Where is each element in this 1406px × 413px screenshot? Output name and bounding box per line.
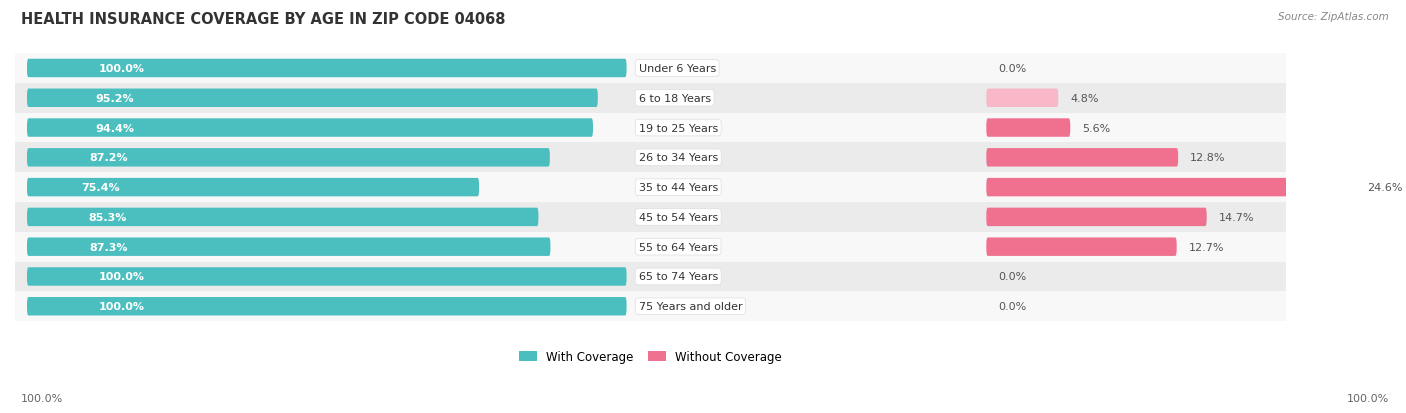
- Text: 24.6%: 24.6%: [1367, 183, 1403, 192]
- FancyBboxPatch shape: [27, 119, 593, 138]
- Text: 26 to 34 Years: 26 to 34 Years: [638, 153, 718, 163]
- Text: 6 to 18 Years: 6 to 18 Years: [638, 93, 710, 104]
- Text: 100.0%: 100.0%: [98, 301, 145, 311]
- Text: 14.7%: 14.7%: [1219, 212, 1254, 222]
- FancyBboxPatch shape: [27, 89, 598, 108]
- FancyBboxPatch shape: [987, 119, 1070, 138]
- Text: 87.2%: 87.2%: [90, 153, 128, 163]
- FancyBboxPatch shape: [987, 178, 1355, 197]
- FancyBboxPatch shape: [987, 208, 1206, 227]
- Text: 87.3%: 87.3%: [90, 242, 128, 252]
- Text: 95.2%: 95.2%: [96, 93, 134, 104]
- Text: 12.7%: 12.7%: [1188, 242, 1225, 252]
- Text: Under 6 Years: Under 6 Years: [638, 64, 716, 74]
- FancyBboxPatch shape: [27, 238, 550, 256]
- FancyBboxPatch shape: [987, 238, 1177, 256]
- Text: 5.6%: 5.6%: [1083, 123, 1111, 133]
- FancyBboxPatch shape: [27, 268, 627, 286]
- Legend: With Coverage, Without Coverage: With Coverage, Without Coverage: [519, 350, 782, 363]
- Text: 100.0%: 100.0%: [98, 272, 145, 282]
- Text: 0.0%: 0.0%: [998, 301, 1026, 311]
- Text: 100.0%: 100.0%: [98, 64, 145, 74]
- Text: Source: ZipAtlas.com: Source: ZipAtlas.com: [1278, 12, 1389, 22]
- FancyBboxPatch shape: [27, 297, 627, 316]
- Text: 0.0%: 0.0%: [998, 272, 1026, 282]
- Text: 35 to 44 Years: 35 to 44 Years: [638, 183, 718, 192]
- Text: 100.0%: 100.0%: [21, 393, 63, 403]
- FancyBboxPatch shape: [27, 149, 550, 167]
- Text: 55 to 64 Years: 55 to 64 Years: [638, 242, 717, 252]
- Text: 94.4%: 94.4%: [96, 123, 134, 133]
- Bar: [15, 114, 1286, 143]
- FancyBboxPatch shape: [27, 178, 479, 197]
- Bar: [15, 202, 1286, 232]
- Bar: [15, 292, 1286, 321]
- Text: 19 to 25 Years: 19 to 25 Years: [638, 123, 718, 133]
- Bar: [15, 173, 1286, 202]
- Text: HEALTH INSURANCE COVERAGE BY AGE IN ZIP CODE 04068: HEALTH INSURANCE COVERAGE BY AGE IN ZIP …: [21, 12, 506, 27]
- Bar: [15, 232, 1286, 262]
- Text: 75.4%: 75.4%: [82, 183, 120, 192]
- FancyBboxPatch shape: [987, 149, 1178, 167]
- FancyBboxPatch shape: [987, 89, 1059, 108]
- Text: 4.8%: 4.8%: [1070, 93, 1098, 104]
- Bar: [15, 143, 1286, 173]
- Bar: [15, 262, 1286, 292]
- FancyBboxPatch shape: [27, 59, 627, 78]
- Bar: [15, 84, 1286, 114]
- Bar: [15, 54, 1286, 84]
- Text: 45 to 54 Years: 45 to 54 Years: [638, 212, 718, 222]
- Text: 85.3%: 85.3%: [89, 212, 127, 222]
- Text: 65 to 74 Years: 65 to 74 Years: [638, 272, 718, 282]
- Text: 12.8%: 12.8%: [1189, 153, 1226, 163]
- Text: 100.0%: 100.0%: [1347, 393, 1389, 403]
- Text: 0.0%: 0.0%: [998, 64, 1026, 74]
- FancyBboxPatch shape: [27, 208, 538, 227]
- Text: 75 Years and older: 75 Years and older: [638, 301, 742, 311]
